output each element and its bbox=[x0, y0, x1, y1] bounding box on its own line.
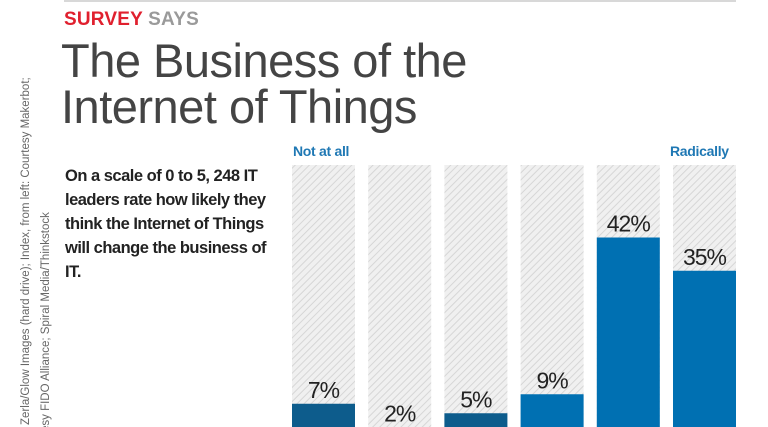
bar-background-1 bbox=[368, 165, 432, 427]
bar-3 bbox=[520, 394, 584, 427]
value-label-4: 42% bbox=[607, 211, 651, 237]
kicker-survey: SURVEY bbox=[64, 9, 143, 30]
value-label-5: 35% bbox=[683, 244, 727, 270]
value-label-2: 5% bbox=[460, 386, 492, 412]
title-line-2: Internet of Things bbox=[61, 80, 417, 133]
bar-4 bbox=[596, 237, 660, 427]
top-rule bbox=[64, 0, 736, 2]
bar-0 bbox=[292, 403, 355, 427]
chart-description: On a scale of 0 to 5, 248 IT leaders rat… bbox=[65, 167, 267, 281]
kicker-says: SAYS bbox=[148, 9, 199, 30]
bar-5 bbox=[673, 270, 736, 427]
section-kicker: SURVEY SAYS bbox=[64, 9, 199, 31]
bar-background-0 bbox=[292, 165, 355, 427]
bar-2 bbox=[444, 413, 508, 427]
value-label-0: 7% bbox=[308, 377, 340, 403]
label-not-at-all: Not at all bbox=[293, 143, 350, 159]
page-title: The Business of the Internet of Things bbox=[61, 34, 467, 133]
value-label-3: 9% bbox=[536, 367, 568, 393]
bar-background-2 bbox=[444, 165, 508, 427]
label-radically: Radically bbox=[670, 143, 729, 159]
value-label-1: 2% bbox=[384, 401, 416, 427]
bar-background-3 bbox=[520, 165, 584, 427]
title-line-1: The Business of the bbox=[61, 34, 467, 87]
